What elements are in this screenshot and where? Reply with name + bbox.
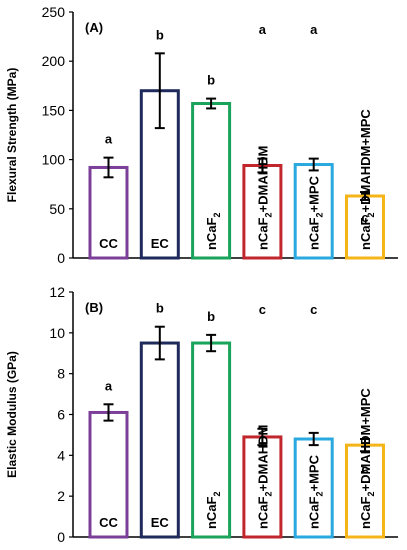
significance-label: b	[207, 309, 215, 324]
y-tick-label: 8	[57, 366, 65, 382]
significance-label: c	[259, 302, 266, 317]
category-label: nCaF2+DMAHDM+MPC	[358, 388, 376, 529]
significance-label: c	[310, 302, 317, 317]
bar	[139, 341, 180, 539]
significance-label: a	[105, 132, 113, 147]
panel-label: (B)	[85, 300, 103, 315]
y-tick-label: 12	[49, 284, 65, 300]
significance-label: b	[207, 73, 215, 88]
category-label: nCaF2	[204, 491, 222, 529]
y-tick-label: 4	[57, 447, 65, 463]
panel-b-elastic-modulus: 0 2 4 6 8 10 12 Elastic Modulus (GPa) (B) CC a EC b n…	[5, 284, 398, 545]
category-label: nCaF2+DMAHDM	[255, 425, 273, 529]
category-label: EC	[151, 236, 170, 251]
bar	[242, 164, 283, 260]
significance-label: b	[156, 301, 164, 316]
y-axis-title: Elastic Modulus (GPa)	[5, 351, 19, 478]
y-tick-label: 0	[57, 250, 65, 266]
y-tick-label: 250	[42, 4, 66, 20]
y-tick-label: 0	[57, 529, 65, 545]
category-label: CC	[99, 236, 118, 251]
significance-label: a	[105, 378, 113, 393]
significance-label: a	[310, 22, 318, 37]
significance-label: c	[361, 461, 368, 476]
significance-label: a	[259, 22, 267, 37]
bar	[191, 102, 232, 260]
significance-label: b	[156, 27, 164, 42]
y-tick-label: 10	[49, 325, 65, 341]
panel-label: (A)	[85, 20, 103, 35]
category-label: nCaF2+MPC	[307, 454, 325, 529]
y-axis-title: Flexural Strength (MPa)	[5, 68, 19, 203]
y-tick-label: 100	[42, 152, 66, 168]
category-label: CC	[99, 515, 118, 530]
category-label: nCaF2+MPC	[307, 175, 325, 250]
bar	[345, 194, 385, 260]
category-label: EC	[151, 515, 170, 530]
y-tick-label: 200	[42, 53, 66, 69]
panel-a-flexural-strength: 0 50 100 150 200 250 Flexural Strength (MPa) (A…	[5, 4, 398, 266]
significance-label: c	[361, 210, 368, 225]
y-tick-label: 6	[57, 407, 65, 423]
category-label: nCaF2	[204, 212, 222, 250]
category-label: nCaF2+DMAHDM	[255, 146, 273, 250]
category-label: nCaF2+DMAHDM+MPC	[358, 109, 376, 250]
y-tick-label: 2	[57, 488, 65, 504]
y-tick-label: 50	[49, 201, 65, 217]
y-tick-label: 150	[42, 102, 66, 118]
bar	[88, 165, 129, 260]
